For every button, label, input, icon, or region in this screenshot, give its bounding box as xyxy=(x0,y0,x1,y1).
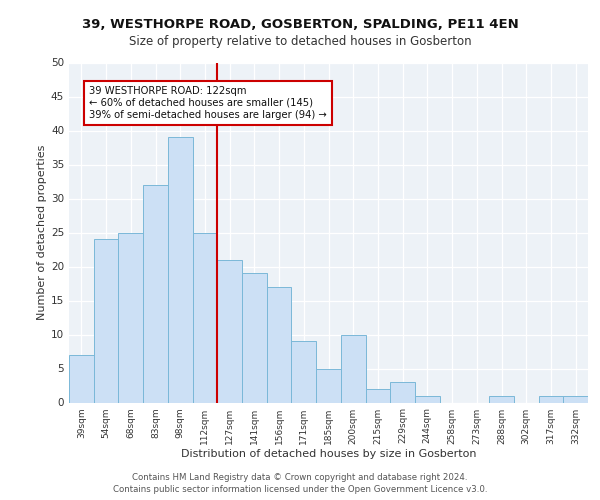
Bar xyxy=(118,232,143,402)
Bar xyxy=(217,260,242,402)
Bar xyxy=(143,185,168,402)
Text: 39 WESTHORPE ROAD: 122sqm
← 60% of detached houses are smaller (145)
39% of semi: 39 WESTHORPE ROAD: 122sqm ← 60% of detac… xyxy=(89,86,326,120)
Text: Size of property relative to detached houses in Gosberton: Size of property relative to detached ho… xyxy=(128,35,472,48)
Bar xyxy=(69,355,94,403)
Bar xyxy=(292,342,316,402)
Bar xyxy=(563,396,588,402)
Bar xyxy=(242,274,267,402)
Bar xyxy=(267,287,292,403)
Bar xyxy=(94,240,118,402)
Bar xyxy=(415,396,440,402)
Bar xyxy=(341,334,365,402)
X-axis label: Distribution of detached houses by size in Gosberton: Distribution of detached houses by size … xyxy=(181,450,476,460)
Bar xyxy=(390,382,415,402)
Y-axis label: Number of detached properties: Number of detached properties xyxy=(37,145,47,320)
Text: Contains HM Land Registry data © Crown copyright and database right 2024.
Contai: Contains HM Land Registry data © Crown c… xyxy=(113,472,487,494)
Bar xyxy=(489,396,514,402)
Bar xyxy=(316,368,341,402)
Bar xyxy=(539,396,563,402)
Bar xyxy=(168,138,193,402)
Bar xyxy=(365,389,390,402)
Bar xyxy=(193,232,217,402)
Text: 39, WESTHORPE ROAD, GOSBERTON, SPALDING, PE11 4EN: 39, WESTHORPE ROAD, GOSBERTON, SPALDING,… xyxy=(82,18,518,30)
